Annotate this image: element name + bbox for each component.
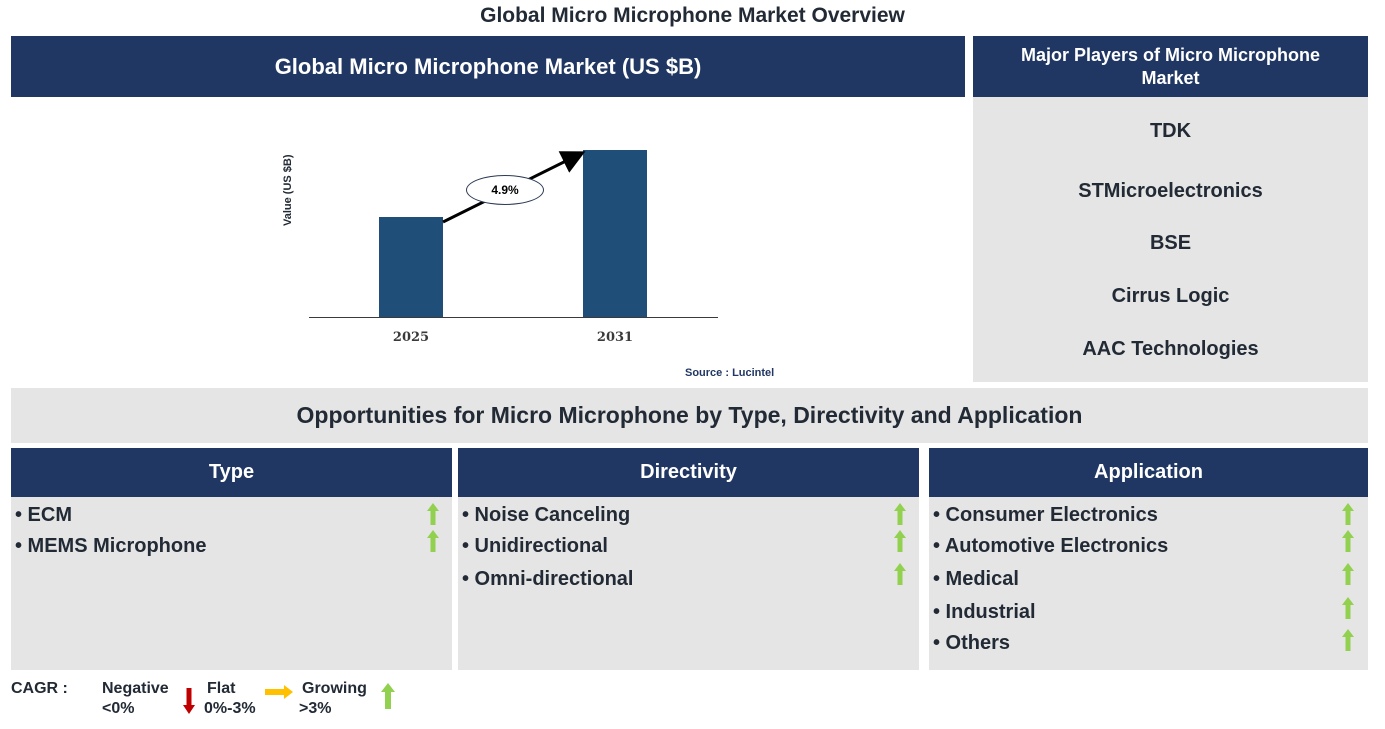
legend-growing-name: Growing (302, 680, 367, 697)
growing-arrow-icon (1342, 597, 1354, 619)
player-item: Cirrus Logic (1111, 285, 1230, 307)
growing-arrow-icon (1342, 563, 1354, 585)
segment-body-application: • Consumer Electronics • Automotive Elec… (929, 497, 1368, 670)
bar-2025 (379, 217, 443, 317)
growing-arrow-icon (1342, 530, 1354, 552)
x-tick-2025: 2025 (392, 330, 430, 345)
growing-arrow-icon (894, 563, 906, 585)
player-item: AAC Technologies (1082, 338, 1259, 360)
cagr-bubble: 4.9% (466, 175, 544, 205)
segment-header-directivity: Directivity (458, 448, 919, 497)
bar-chart: Value (US $B) 4.9% 2025 2031 Source : Lu… (280, 130, 800, 390)
legend-label: CAGR : (11, 680, 68, 697)
player-item: BSE (1149, 232, 1192, 254)
legend-flat-range: 0%-3% (204, 700, 256, 717)
segment-header-type: Type (11, 448, 452, 497)
growing-arrow-icon (894, 530, 906, 552)
x-tick-2031: 2031 (596, 330, 634, 345)
segment-item: • Unidirectional (462, 535, 608, 557)
negative-down-arrow-icon (183, 688, 195, 714)
segment-item: • ECM (15, 504, 73, 526)
bar-2031 (583, 150, 647, 317)
legend-growing-range: >3% (299, 700, 332, 717)
segment-item: • MEMS Microphone (15, 535, 207, 557)
page-title: Global Micro Microphone Market Overview (480, 4, 905, 27)
chart-panel-header: Global Micro Microphone Market (US $B) (11, 36, 965, 97)
cagr-arrow-icon (442, 151, 586, 224)
legend-negative-range: <0% (102, 700, 135, 717)
segment-item: • Omni-directional (462, 568, 634, 590)
segment-item: • Others (933, 632, 1011, 654)
legend-negative-name: Negative (102, 680, 169, 697)
players-panel-header: Major Players of Micro Microphone Market (973, 36, 1368, 97)
segment-item: • Industrial (933, 601, 1036, 623)
growing-up-arrow-icon (381, 683, 395, 709)
segment-item: • Automotive Electronics (933, 535, 1169, 557)
growing-arrow-icon (1342, 629, 1354, 651)
segment-body-directivity: • Noise Canceling • Unidirectional • Omn… (458, 497, 919, 670)
growing-arrow-icon (427, 503, 439, 525)
cagr-legend: CAGR : Negative <0% Flat 0%-3% Growing >… (11, 678, 431, 723)
player-item: TDK (1149, 120, 1192, 142)
growing-arrow-icon (427, 530, 439, 552)
segment-item: • Medical (933, 568, 1019, 590)
player-item: STMicroelectronics (1078, 180, 1263, 202)
segment-header-application: Application (929, 448, 1368, 497)
growing-arrow-icon (894, 503, 906, 525)
opportunities-banner: Opportunities for Micro Microphone by Ty… (11, 388, 1368, 443)
legend-flat-name: Flat (207, 680, 236, 697)
segment-item: • Noise Canceling (462, 504, 631, 526)
segment-body-type: • ECM • MEMS Microphone (11, 497, 452, 670)
flat-right-arrow-icon (265, 685, 293, 699)
source-label: Source : Lucintel (685, 367, 775, 379)
x-axis-line (309, 317, 718, 318)
growing-arrow-icon (1342, 503, 1354, 525)
segment-item: • Consumer Electronics (933, 504, 1158, 526)
players-list: TDK STMicroelectronics BSE Cirrus Logic … (973, 97, 1368, 382)
